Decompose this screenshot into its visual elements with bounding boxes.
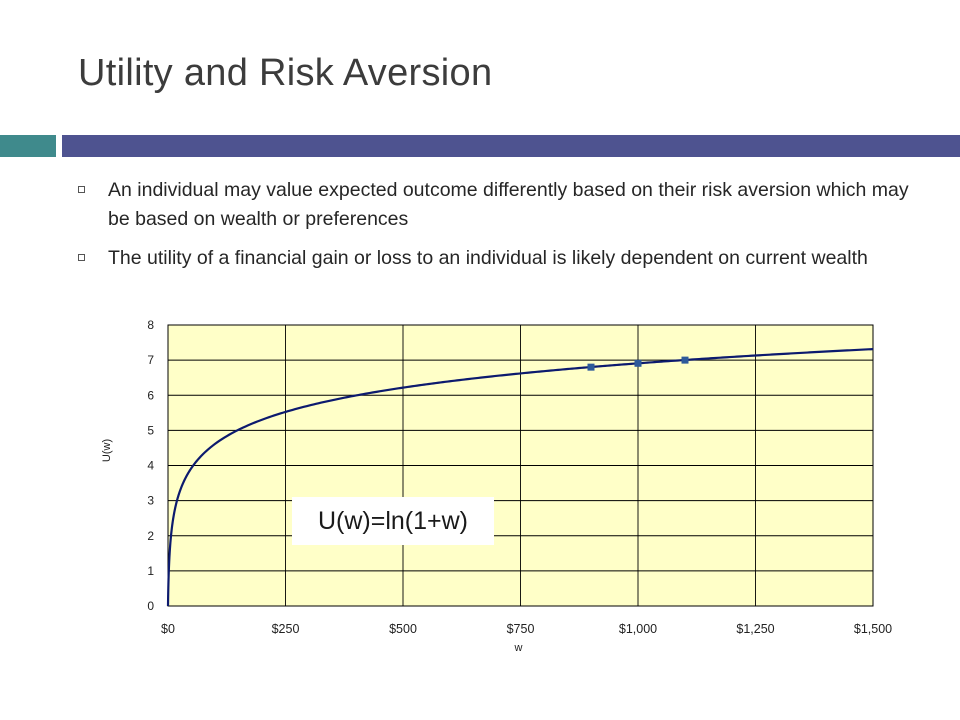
data-marker <box>634 359 642 367</box>
y-tick-label: 6 <box>147 388 154 402</box>
bullet-list: An individual may value expected outcome… <box>74 176 914 283</box>
y-tick-label: 3 <box>147 494 154 508</box>
x-tick-label: $0 <box>161 622 175 636</box>
y-tick-label: 5 <box>147 423 154 437</box>
x-tick-label: $750 <box>507 622 535 636</box>
bullet-item: The utility of a financial gain or loss … <box>74 244 914 273</box>
x-tick-label: $500 <box>389 622 417 636</box>
data-marker <box>681 356 689 364</box>
formula-annotation: U(w)=ln(1+w) <box>292 497 494 545</box>
bullet-text: The utility of a financial gain or loss … <box>108 247 868 269</box>
y-tick-label: 2 <box>147 529 154 543</box>
x-axis-label: w <box>514 642 523 654</box>
x-tick-label: $250 <box>272 622 300 636</box>
x-tick-label: $1,500 <box>854 622 892 636</box>
x-tick-label: $1,250 <box>736 622 774 636</box>
hollow-square-icon <box>78 186 85 193</box>
y-tick-label: 0 <box>147 599 154 613</box>
y-tick-label: 1 <box>147 564 154 578</box>
y-tick-label: 4 <box>147 459 154 473</box>
x-tick-label: $1,000 <box>619 622 657 636</box>
utility-curve <box>166 348 874 607</box>
hollow-square-icon <box>78 254 85 261</box>
y-tick-label: 8 <box>147 318 154 332</box>
y-axis-label: U(w) <box>101 439 113 462</box>
bullet-item: An individual may value expected outcome… <box>74 176 914 234</box>
accent-bar-indigo <box>62 135 960 157</box>
y-tick-label: 7 <box>147 353 154 367</box>
slide-title: Utility and Risk Aversion <box>78 52 493 94</box>
data-marker <box>587 363 595 371</box>
accent-bar-teal <box>0 135 56 157</box>
bullet-text: An individual may value expected outcome… <box>108 179 909 230</box>
